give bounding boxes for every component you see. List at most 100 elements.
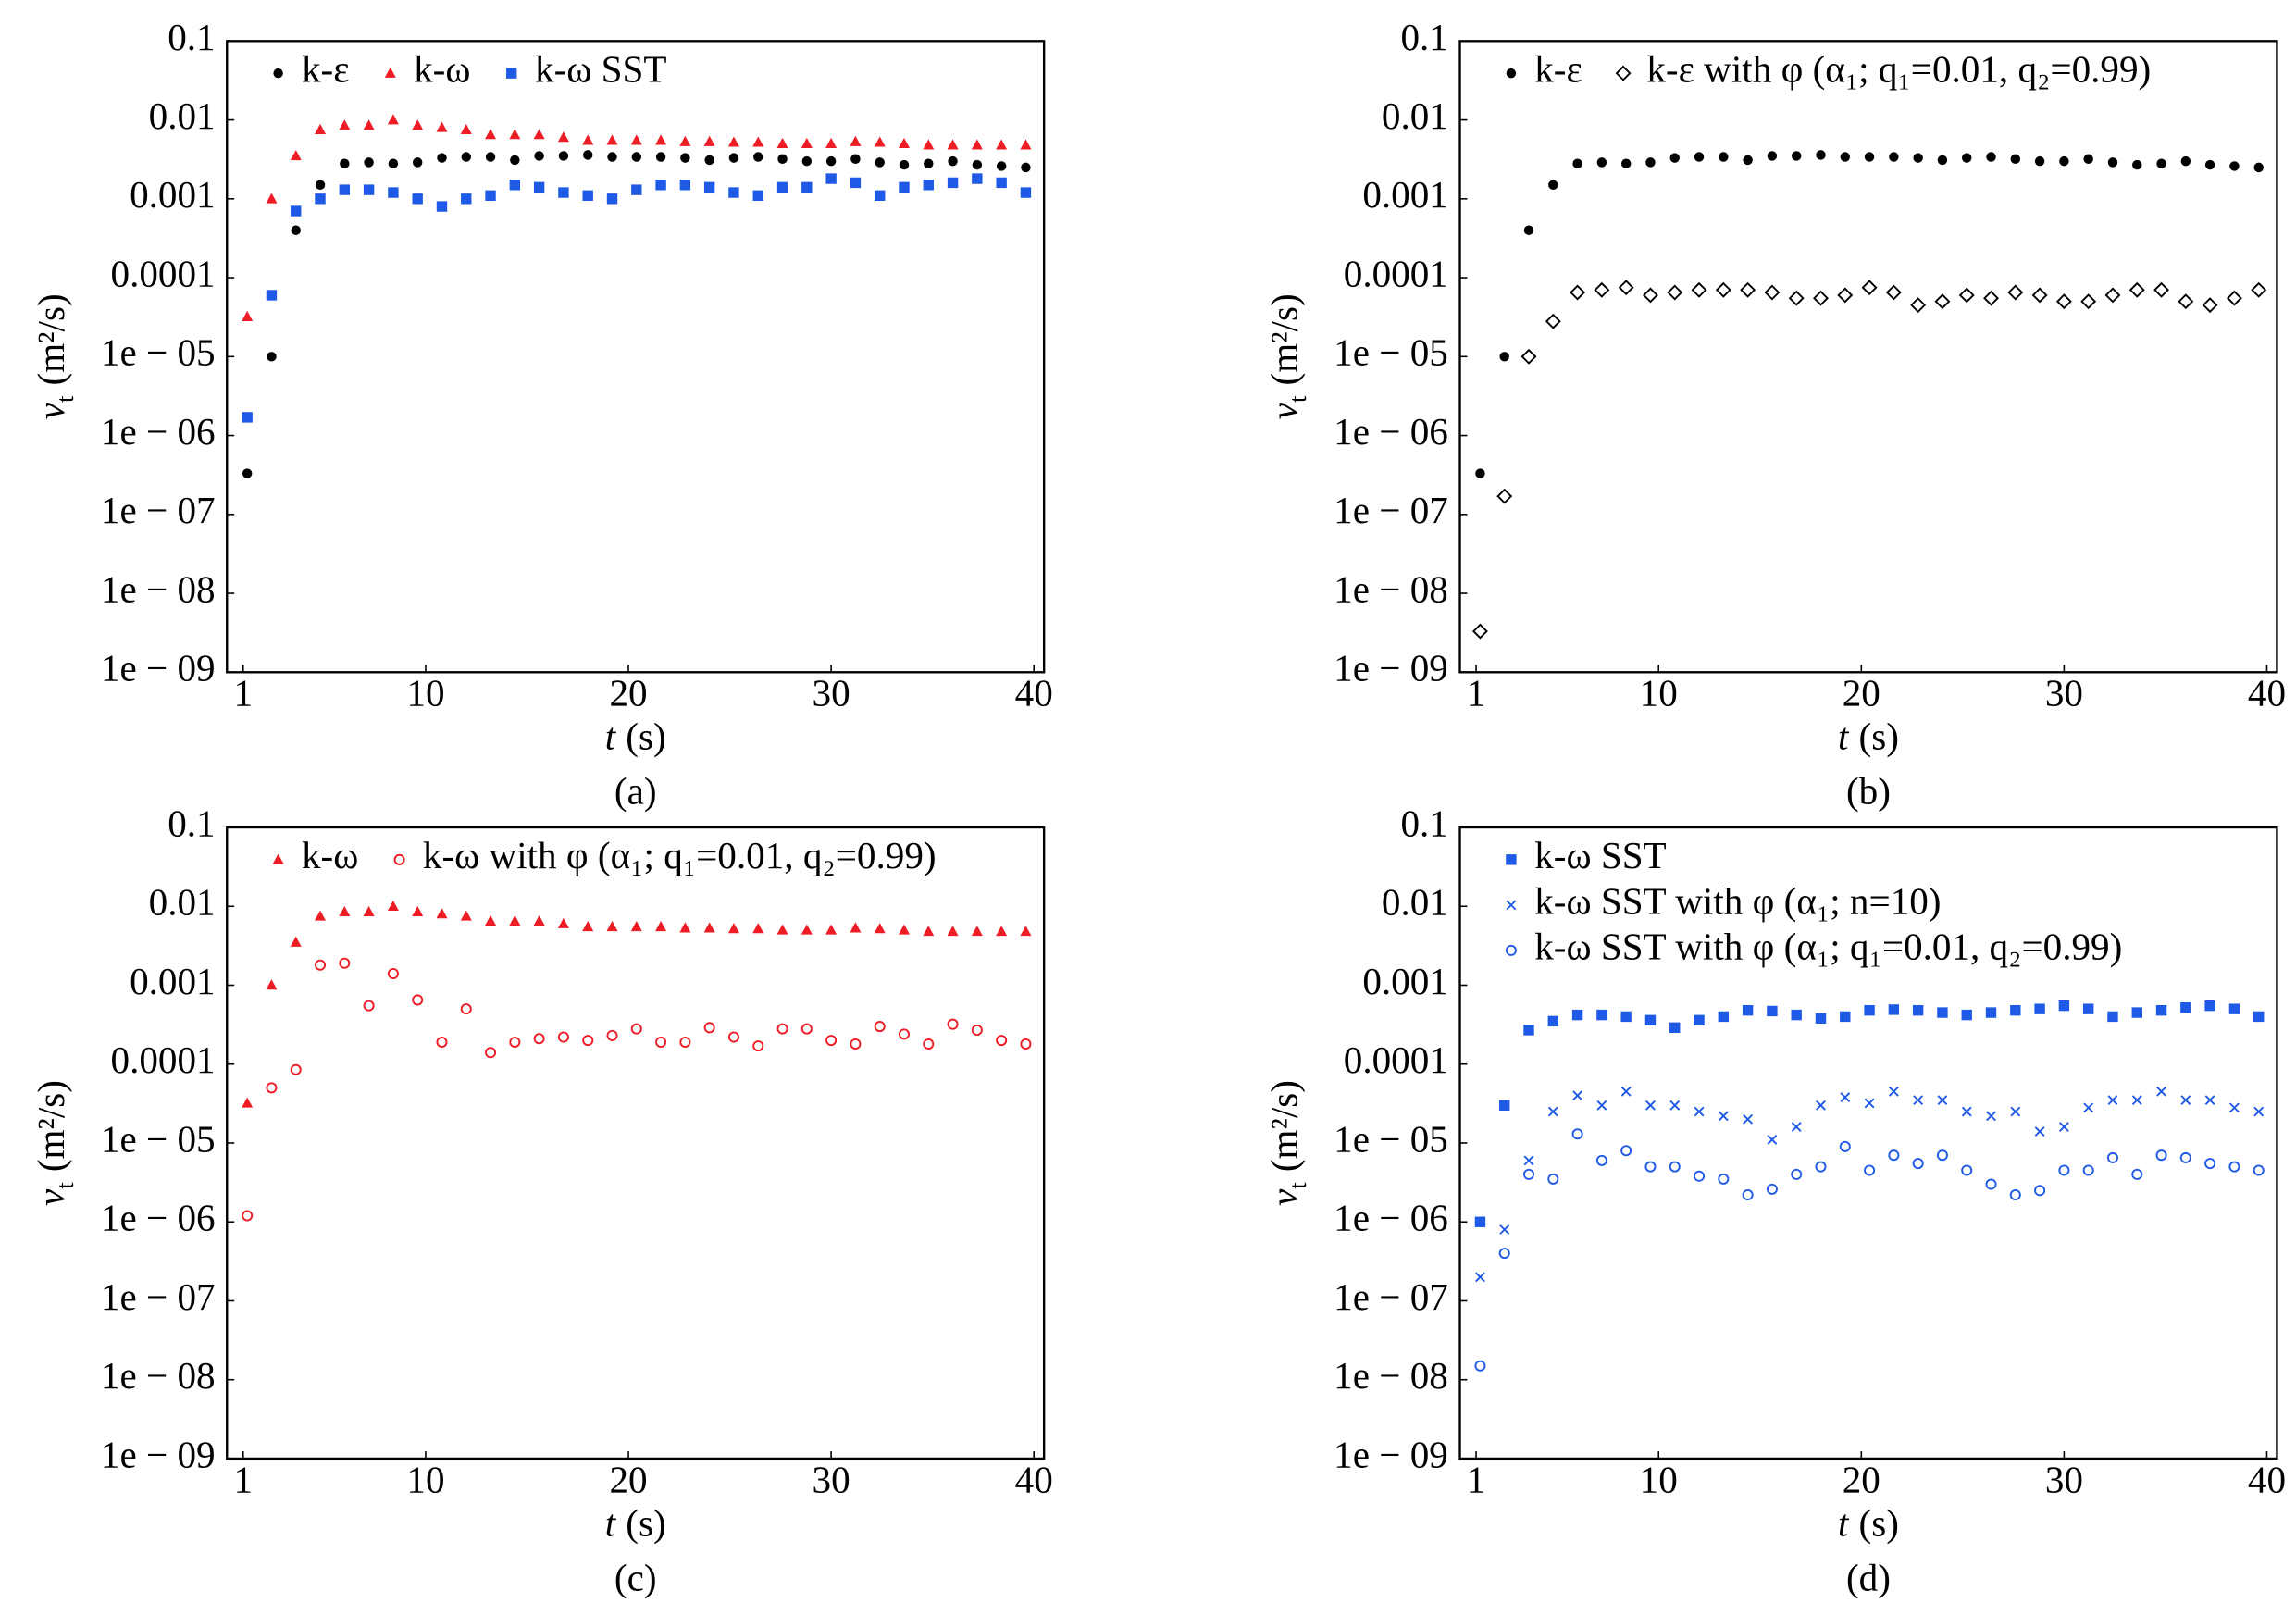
point xyxy=(412,157,423,168)
point xyxy=(1475,1272,1485,1283)
x-tick-label: 20 xyxy=(1843,1458,1880,1500)
point xyxy=(582,1035,594,1047)
point xyxy=(1839,1140,1851,1152)
panel: 0.1 0.01 0.001 0.0001 1e − 05 1e − 06 1e − 07 1… xyxy=(1263,16,2286,814)
point xyxy=(2009,1189,2021,1201)
point xyxy=(1645,157,1656,168)
x-tick-label: 10 xyxy=(406,1458,444,1500)
legend-entry: k-ω SST with φ (α₁; q₁=0.01, q₂=0.99) xyxy=(1505,925,2122,968)
point xyxy=(1888,1004,1900,1015)
point xyxy=(1498,1248,1510,1260)
point xyxy=(801,181,813,193)
legend-marker xyxy=(506,68,517,79)
x-label-unit: (s) xyxy=(1859,715,1899,759)
plot-frame xyxy=(226,40,1046,674)
point xyxy=(971,926,983,937)
x-label-unit: (s) xyxy=(626,1502,665,1546)
point xyxy=(1743,1113,1754,1125)
x-tick-label: 1 xyxy=(1467,1458,1486,1500)
point xyxy=(728,187,739,198)
point xyxy=(2007,284,2024,301)
point xyxy=(1545,313,1561,329)
caption: (b) xyxy=(1846,770,1891,814)
point xyxy=(655,152,666,162)
point xyxy=(753,152,763,162)
y-tick-label: 1e − 09 xyxy=(101,647,216,690)
point xyxy=(728,153,739,163)
point xyxy=(557,1031,569,1043)
y-tick-label: 1e − 05 xyxy=(1334,331,1448,374)
point xyxy=(1522,1168,1535,1180)
legend-marker xyxy=(273,68,283,79)
point xyxy=(703,181,715,193)
point xyxy=(1694,1170,1706,1182)
point xyxy=(1020,187,1032,198)
y-label-symbol: ν xyxy=(1263,402,1306,419)
y-axis-label: νt (m²/s) xyxy=(31,1080,79,1206)
point xyxy=(1864,1164,1876,1176)
point xyxy=(485,190,496,201)
point xyxy=(582,190,593,201)
point xyxy=(363,1000,375,1012)
point xyxy=(2253,1106,2265,1117)
point xyxy=(679,135,691,146)
legend-entry: k-ω SST xyxy=(506,48,667,91)
point xyxy=(1499,1100,1510,1112)
point xyxy=(1594,281,1610,298)
point xyxy=(1596,157,1607,168)
point xyxy=(2082,1003,2094,1014)
legend-entry: k-ε xyxy=(1506,48,1582,91)
legend-marker xyxy=(1615,65,1632,81)
point xyxy=(850,1038,862,1050)
point xyxy=(460,123,472,134)
point xyxy=(2058,1164,2070,1176)
point xyxy=(631,152,642,162)
point xyxy=(2204,1000,2215,1012)
y-label-unit: (m²/s) xyxy=(31,293,74,385)
y-tick-label: 1e − 06 xyxy=(101,1197,216,1239)
point xyxy=(412,994,424,1006)
legend-marker xyxy=(272,853,284,864)
point xyxy=(752,190,763,201)
point xyxy=(2082,1164,2094,1176)
legend-label: k-ω SST with φ (α₁; n=10) xyxy=(1534,879,1941,923)
x-axis-label: t (s) xyxy=(1838,1502,1899,1546)
point xyxy=(1548,180,1558,191)
y-tick-label: 1e − 09 xyxy=(1334,1433,1448,1475)
legend-label: k-ε with φ (α₁; q₁=0.01, q₂=0.99) xyxy=(1646,48,2151,92)
legend-label: k-ω SST xyxy=(1534,834,1666,876)
point xyxy=(1474,1216,1486,1227)
y-axis-label: νt (m²/s) xyxy=(31,293,79,419)
x-tick-label: 20 xyxy=(609,1458,647,1500)
point xyxy=(2010,1004,2021,1016)
y-label-unit: (m²/s) xyxy=(31,1080,74,1172)
y-tick-label: 1e − 08 xyxy=(1334,1354,1448,1397)
y-tick-label: 1e − 07 xyxy=(101,489,216,531)
y-tick-label: 0.1 xyxy=(168,802,215,844)
point xyxy=(1718,1011,1730,1023)
point xyxy=(291,225,301,235)
point xyxy=(1816,1100,1826,1111)
point xyxy=(485,1047,497,1059)
point xyxy=(315,123,327,134)
point xyxy=(825,924,838,935)
y-label-subscript: t xyxy=(1284,395,1311,403)
point xyxy=(1767,1005,1778,1017)
point xyxy=(1020,926,1032,937)
x-tick-label: 20 xyxy=(609,672,647,715)
point xyxy=(1791,1009,1802,1021)
legend-marker xyxy=(1506,900,1517,911)
legend-entry: k-ω xyxy=(272,834,358,876)
point xyxy=(1791,151,1802,161)
point xyxy=(948,155,958,167)
x-tick-label: 40 xyxy=(2248,672,2286,715)
point xyxy=(2253,162,2264,173)
point xyxy=(1936,1149,1948,1162)
point xyxy=(606,193,618,205)
legend-label: k-ε xyxy=(1534,48,1582,91)
point xyxy=(2058,1122,2069,1133)
point xyxy=(606,1029,618,1041)
point xyxy=(1767,151,1778,161)
point xyxy=(2226,290,2242,306)
